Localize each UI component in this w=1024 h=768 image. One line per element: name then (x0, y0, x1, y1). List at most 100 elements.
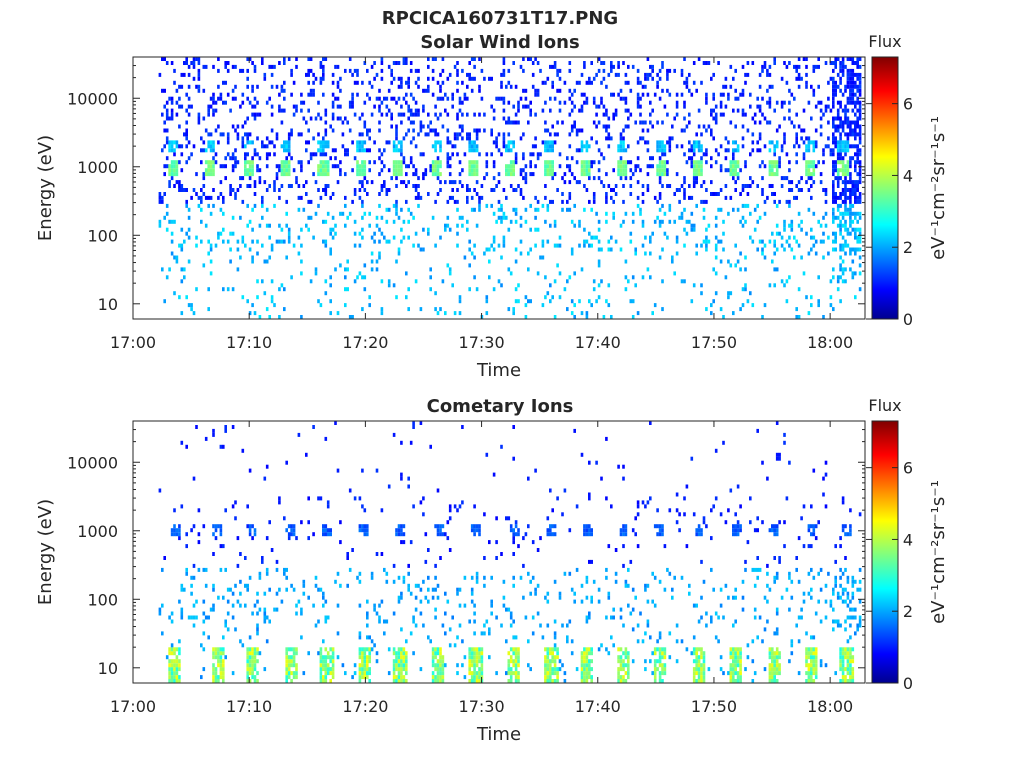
heatmap-cell (463, 92, 467, 97)
heatmap-cell (807, 164, 811, 169)
heatmap-cell (236, 536, 240, 541)
heatmap-cell (846, 195, 850, 200)
heatmap-cell (697, 671, 701, 676)
heatmap-cell (536, 207, 540, 212)
heatmap-cell (714, 160, 718, 165)
heatmap-cell (446, 140, 450, 145)
heatmap-cell (856, 132, 859, 137)
heatmap-cell (361, 504, 364, 509)
heatmap-cell (214, 675, 218, 680)
heatmap-cell (290, 524, 293, 529)
heatmap-cell (358, 635, 362, 640)
heatmap-cell (797, 76, 801, 81)
heatmap-cell (422, 124, 425, 129)
heatmap-cell (802, 271, 806, 276)
heatmap-cell (780, 144, 784, 149)
heatmap-cell (339, 160, 342, 165)
heatmap-cell (368, 679, 371, 683)
heatmap-cell (468, 651, 471, 656)
heatmap-cell (812, 243, 816, 248)
heatmap-cell (858, 100, 862, 105)
heatmap-cell (226, 61, 230, 65)
heatmap-cell (636, 180, 640, 185)
heatmap-cell (192, 311, 196, 316)
heatmap-cell (265, 152, 269, 157)
heatmap-cell (856, 211, 859, 216)
heatmap-cell (483, 623, 486, 628)
heatmap-cell (231, 615, 235, 620)
heatmap-cell (636, 140, 640, 145)
heatmap-cell (644, 504, 647, 509)
heatmap-cell (575, 160, 579, 165)
heatmap-cell (319, 587, 323, 592)
heatmap-cell (407, 484, 410, 489)
heatmap-cell (251, 655, 254, 660)
heatmap-cell (509, 168, 513, 173)
heatmap-cell (207, 132, 210, 137)
heatmap-cell (190, 583, 193, 588)
heatmap-cell (173, 164, 176, 169)
heatmap-cell (527, 476, 530, 481)
heatmap-cell (846, 57, 850, 61)
heatmap-cell (610, 504, 613, 509)
heatmap-cell (841, 271, 845, 276)
heatmap-cell (685, 647, 689, 652)
heatmap-cell (229, 192, 232, 196)
heatmap-cell (690, 456, 694, 461)
heatmap-cell (434, 647, 437, 652)
heatmap-cell (287, 536, 291, 541)
heatmap-cell (841, 172, 845, 177)
heatmap-cell (180, 243, 184, 248)
heatmap-cell (485, 203, 489, 208)
heatmap-cell (322, 57, 325, 61)
heatmap-cell (846, 72, 850, 77)
heatmap-cell (849, 132, 852, 137)
heatmap-cell (631, 64, 635, 69)
heatmap-cell (546, 599, 550, 604)
heatmap-cell (248, 532, 252, 537)
heatmap-cell (285, 655, 288, 660)
heatmap-cell (658, 207, 662, 212)
heatmap-cell (524, 172, 528, 177)
heatmap-cell (610, 188, 613, 192)
heatmap-cell (653, 524, 657, 529)
heatmap-cell (832, 207, 835, 212)
heatmap-cell (631, 627, 635, 632)
heatmap-cell (836, 140, 840, 145)
heatmap-cell (753, 227, 757, 232)
heatmap-cell (192, 615, 196, 620)
heatmap-cell (234, 148, 237, 153)
heatmap-cell (622, 136, 625, 141)
heatmap-cell (434, 140, 437, 145)
heatmap-cell (478, 679, 481, 683)
heatmap-cell (473, 57, 476, 61)
heatmap-cell (661, 532, 664, 537)
heatmap-cell (512, 663, 515, 668)
heatmap-cell (248, 635, 252, 640)
heatmap-cell (675, 92, 679, 97)
heatmap-cell (680, 279, 684, 284)
heatmap-cell (646, 57, 650, 61)
heatmap-cell (570, 311, 574, 316)
heatmap-cell (219, 164, 223, 169)
heatmap-cell (800, 188, 803, 192)
heatmap-cell (439, 164, 442, 169)
heatmap-cell (219, 231, 223, 236)
heatmap-cell (692, 227, 696, 232)
heatmap-cell (358, 655, 362, 660)
heatmap-cell (195, 84, 198, 89)
heatmap-cell (529, 100, 532, 105)
heatmap-cell (405, 639, 408, 644)
heatmap-cell (839, 211, 842, 216)
heatmap-cell (832, 215, 835, 220)
heatmap-cell (512, 144, 515, 149)
heatmap-cell (229, 184, 232, 188)
heatmap-cell (563, 80, 567, 85)
heatmap-cell (854, 211, 857, 216)
heatmap-cell (549, 160, 552, 165)
heatmap-cell (248, 647, 252, 652)
heatmap-cell (224, 176, 227, 181)
heatmap-cell (834, 61, 837, 65)
heatmap-cell (583, 184, 586, 188)
heatmap-cell (392, 611, 396, 616)
